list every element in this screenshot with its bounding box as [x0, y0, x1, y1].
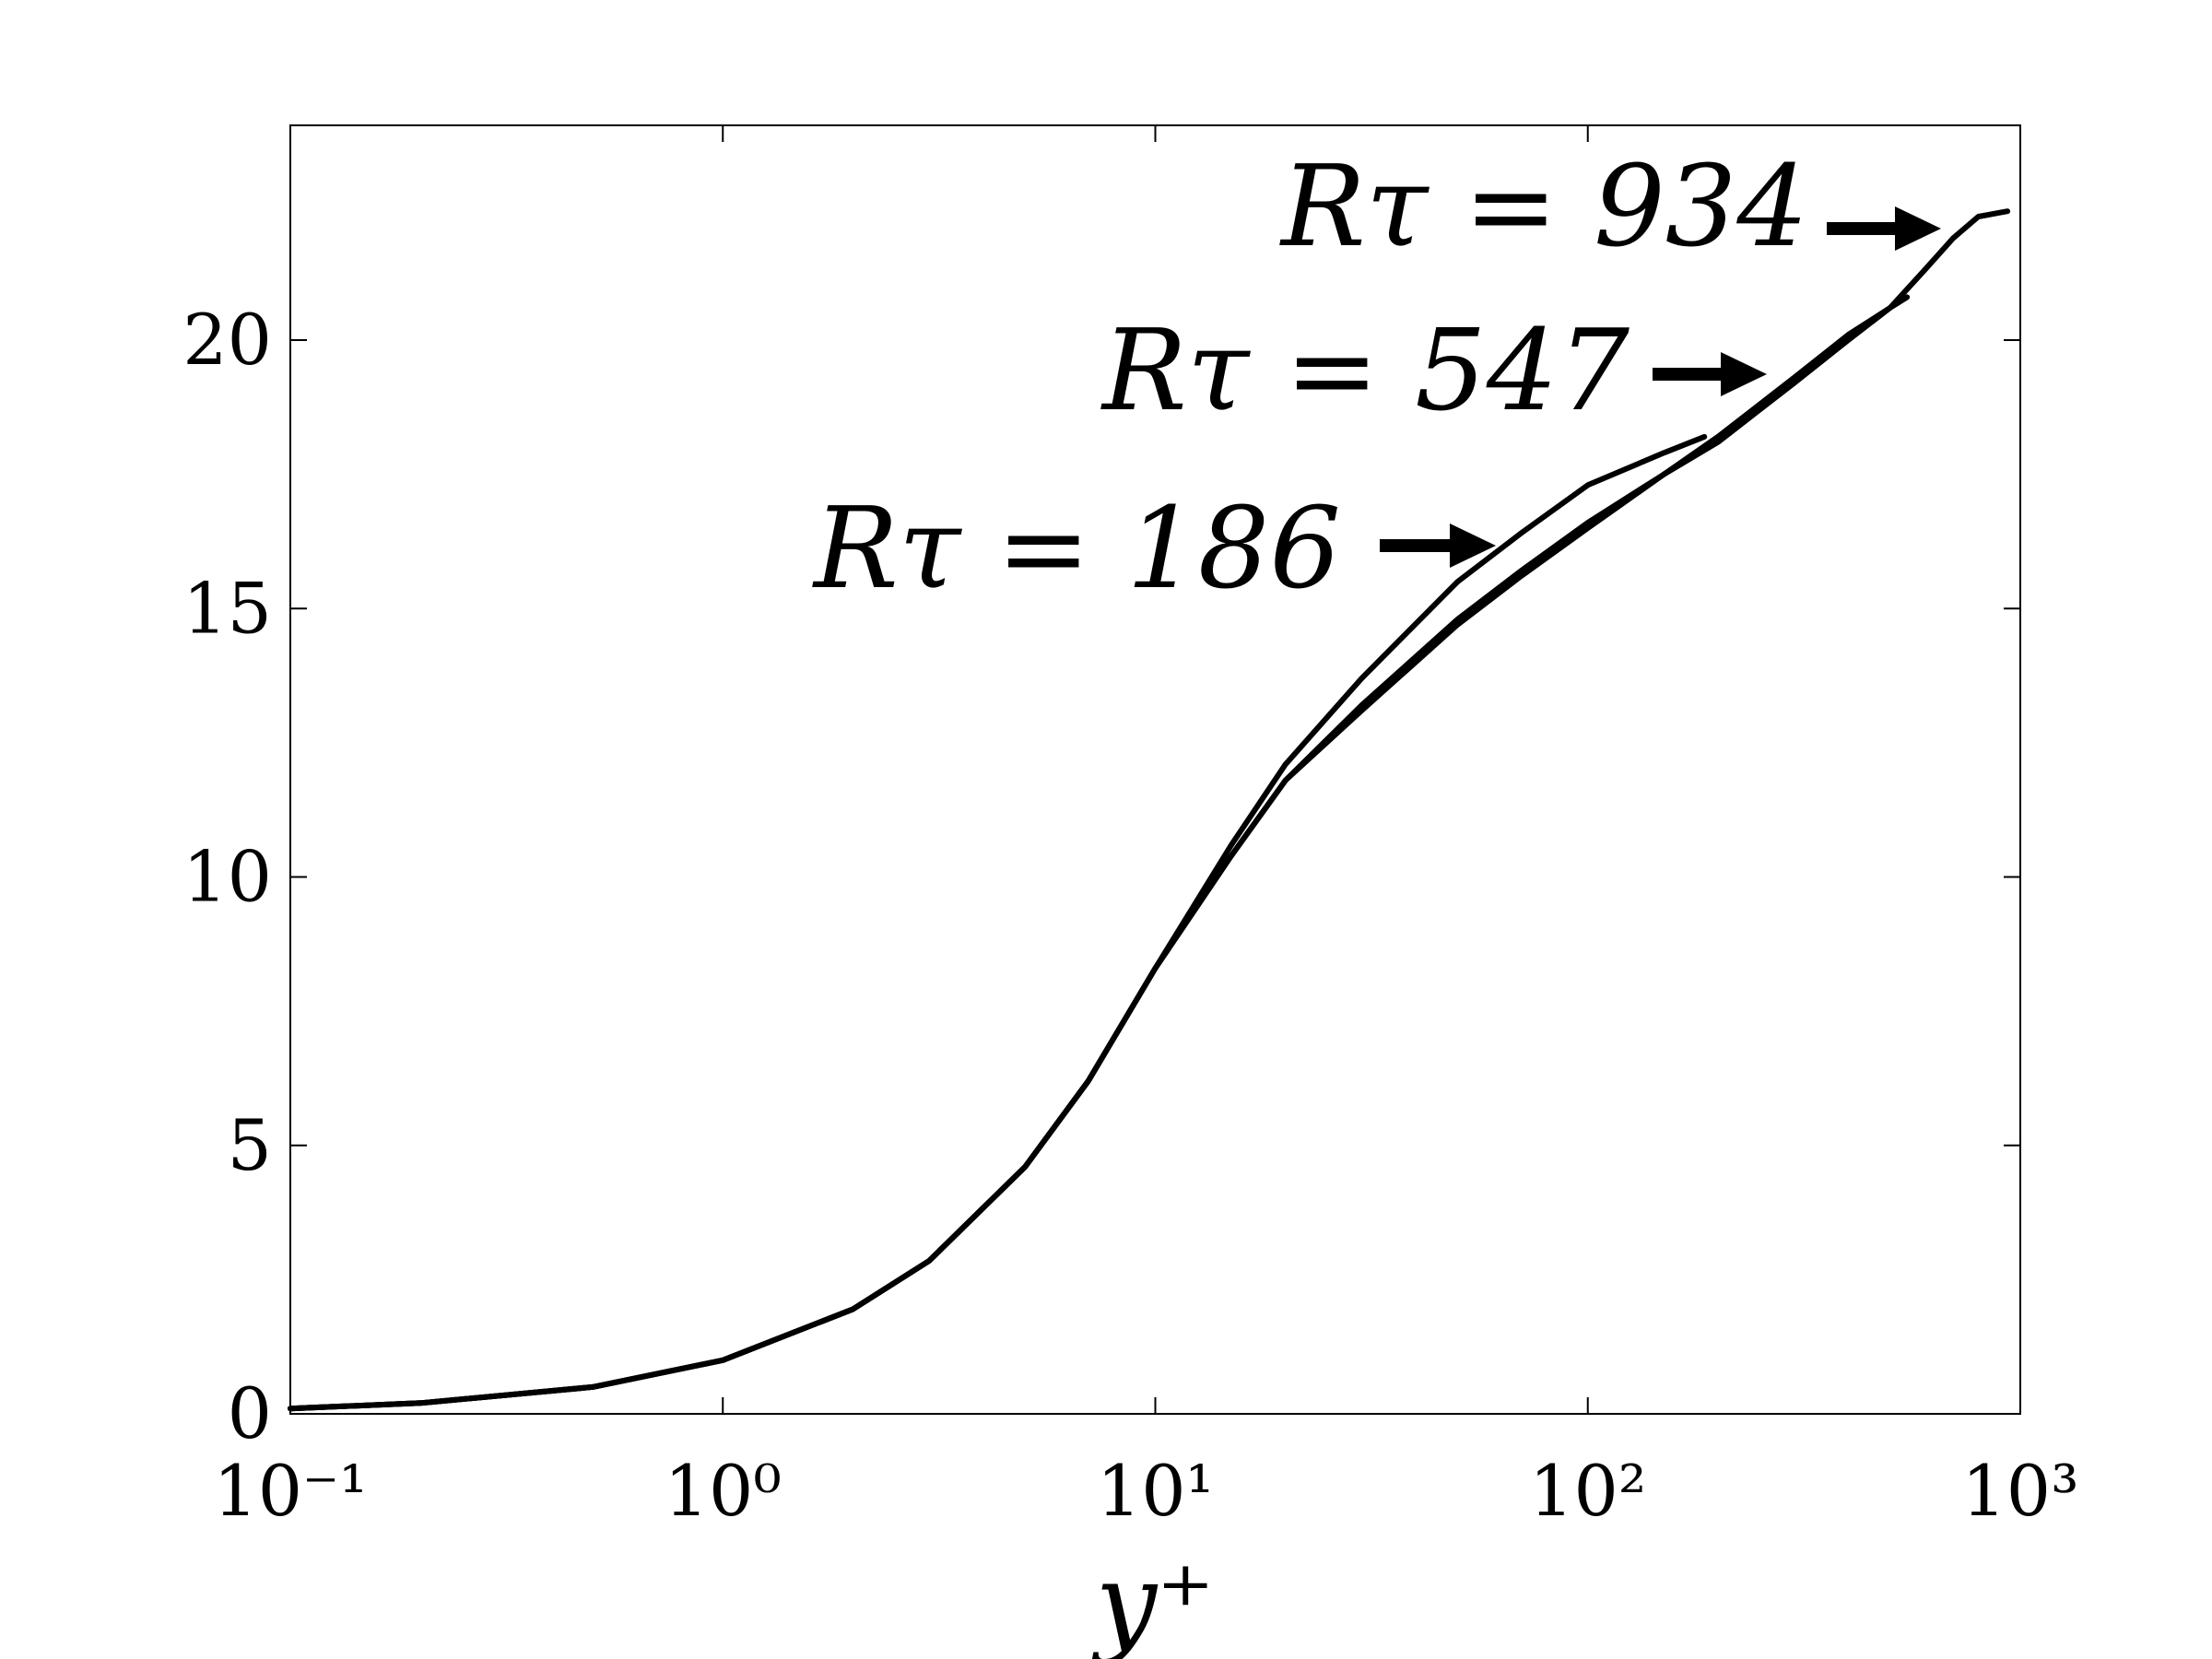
annotation: Rτ = 934	[1279, 141, 1808, 272]
series-line	[288, 208, 2011, 1412]
y-tick-label: 20	[182, 299, 272, 381]
y-tick-label: 0	[228, 1372, 272, 1454]
annotation: Rτ = 186	[812, 483, 1341, 614]
x-tick-label: 10²	[1529, 1450, 1646, 1532]
x-tick-label: 10¹	[1097, 1450, 1214, 1532]
y-tick-label: 10	[182, 836, 272, 918]
annotation-arrowhead	[1895, 206, 1941, 251]
annotation-arrowhead	[1721, 352, 1767, 396]
x-axis-label: y⁺	[1091, 1539, 1215, 1659]
y-tick-label: 5	[228, 1104, 272, 1186]
x-tick-label: 10⁻¹	[213, 1450, 367, 1532]
x-tick-label: 10⁰	[665, 1450, 782, 1532]
annotation-arrowhead	[1450, 524, 1496, 568]
y-tick-label: 15	[182, 567, 272, 649]
series-line	[288, 294, 1911, 1412]
annotation: Rτ = 547	[1100, 305, 1630, 436]
x-tick-label: 10³	[1961, 1450, 2078, 1532]
